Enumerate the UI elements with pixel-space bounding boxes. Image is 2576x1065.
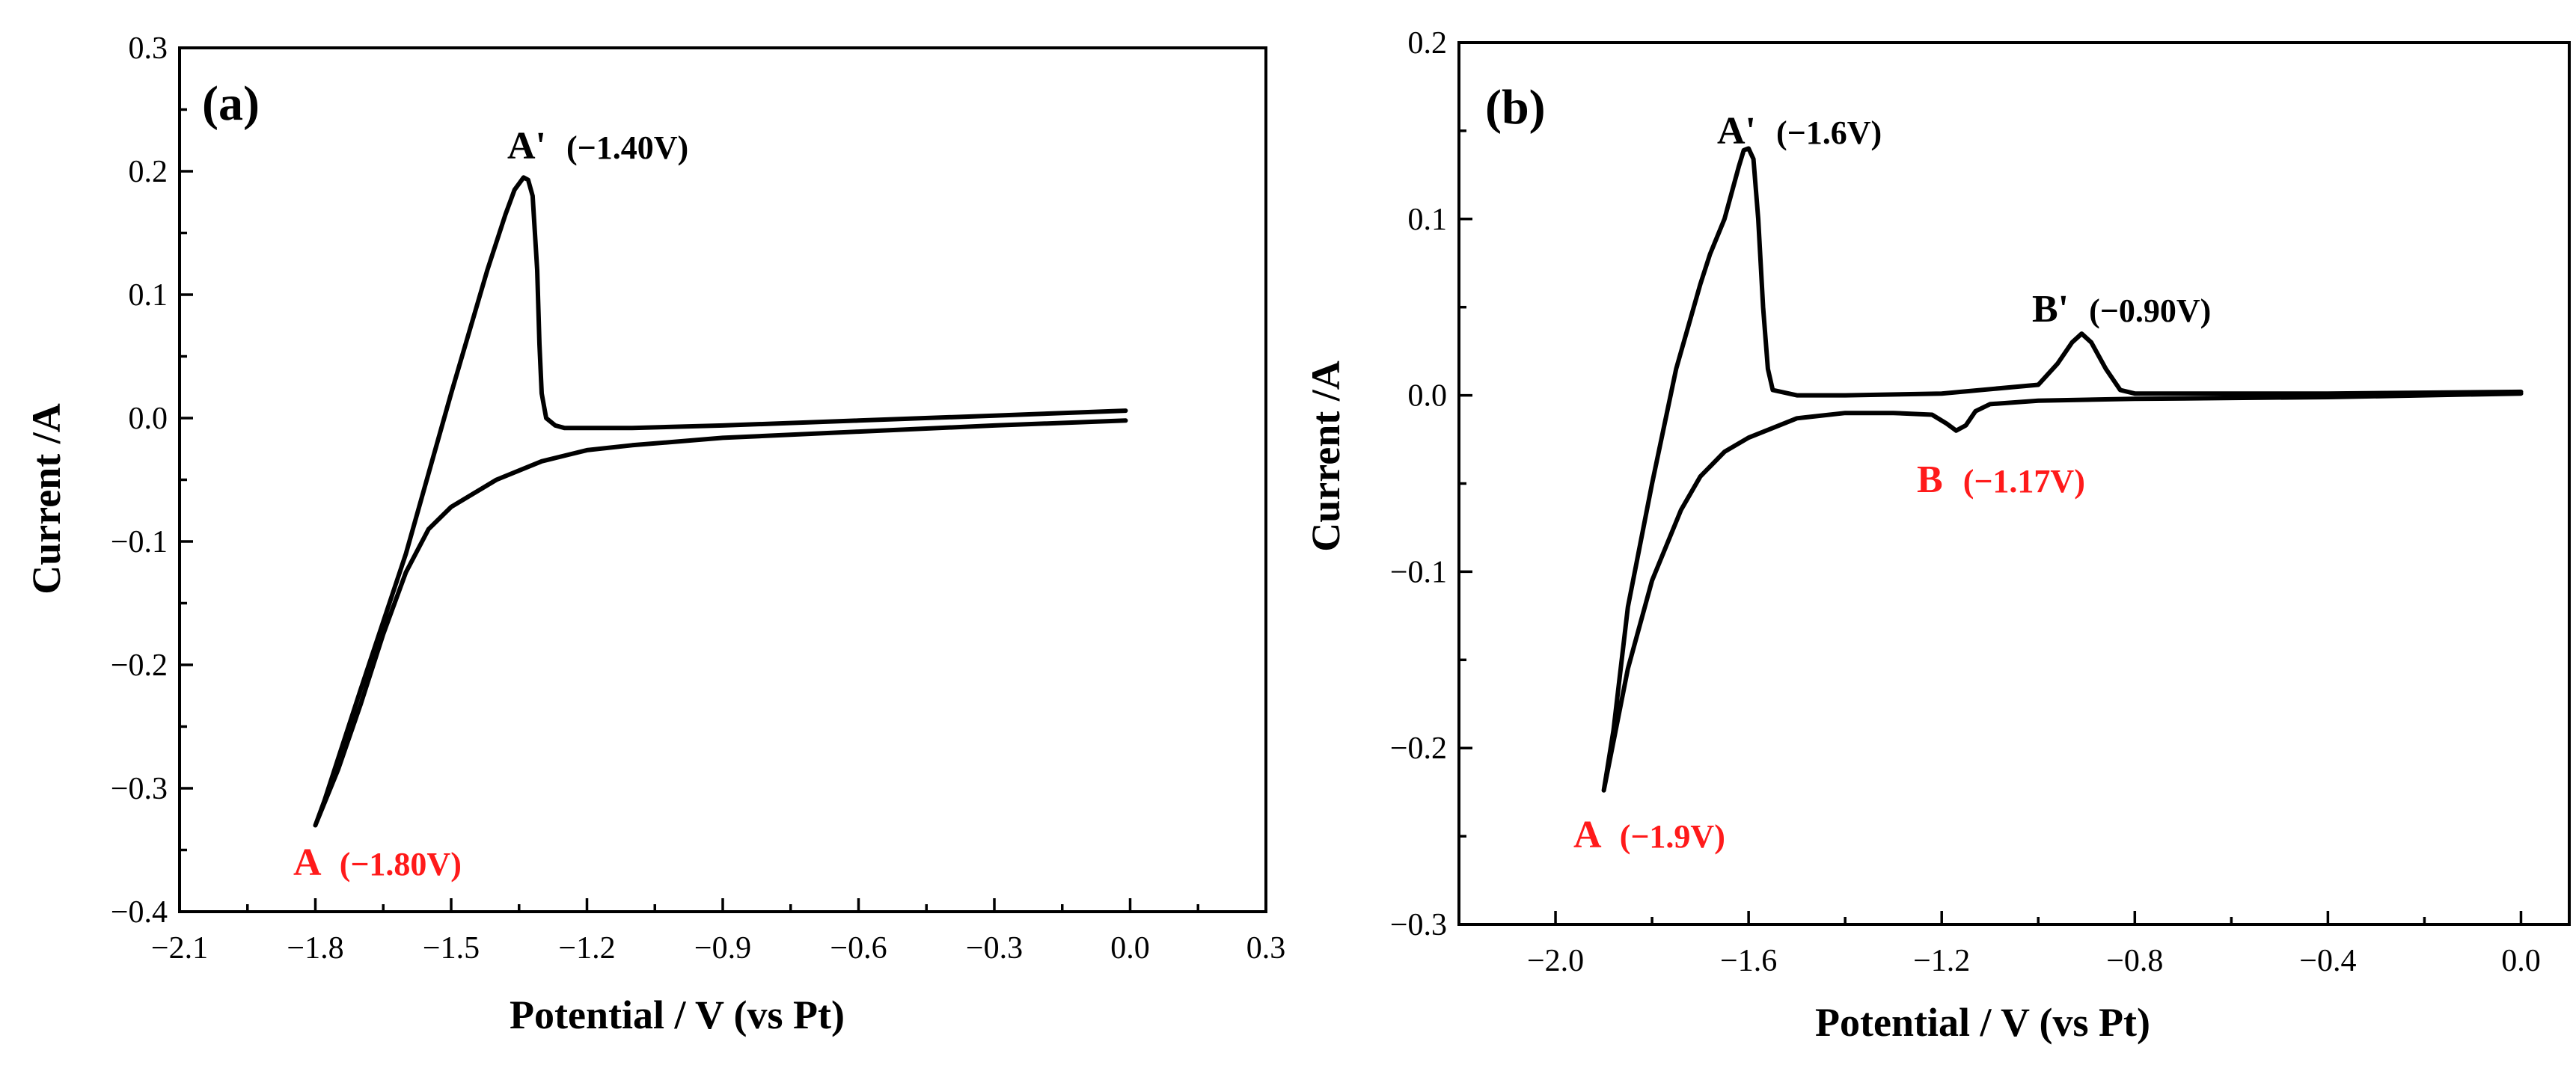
panel-a-y-tick-label: −0.4 bbox=[111, 895, 168, 930]
panel-b-peak-b-label: B bbox=[1917, 458, 1943, 501]
panel-a-x-tick-label: −1.5 bbox=[423, 931, 480, 966]
panel-b-x-tick-label: −2.0 bbox=[1527, 944, 1584, 978]
panel-b-x-tick-label: −0.4 bbox=[2299, 944, 2356, 978]
panel-a-x-tick-label: −0.9 bbox=[694, 931, 751, 966]
panel-a-plot-frame bbox=[178, 46, 1267, 913]
panel-b-y-tick-label: −0.1 bbox=[1390, 555, 1447, 589]
panel-b-x-ticks: −2.0 −1.6 −1.2 −0.8 −0.4 0.0 bbox=[1457, 911, 2541, 978]
panel-a-x-tick-label: 0.0 bbox=[1110, 931, 1150, 966]
panel-b-peak-b-prime: B' (−0.90V) bbox=[2032, 288, 2211, 331]
panel-b-peak-a: A (−1.9V) bbox=[1573, 814, 1725, 856]
panel-a-peak-a-prime-value: (−1.40V) bbox=[566, 129, 688, 166]
panel-b-peak-b: B (−1.17V) bbox=[1917, 458, 2085, 501]
panel-b-y-tick-label: 0.1 bbox=[1408, 203, 1448, 237]
panel-a-y-tick-label: 0.1 bbox=[129, 278, 168, 313]
panel-b-y-tick-label: −0.2 bbox=[1390, 731, 1447, 766]
panel-a-y-ticks: 0.3 0.2 0.1 0.0 −0.1 −0.2 −0.3 −0.4 bbox=[111, 31, 193, 930]
panel-a-x-tick-label: −0.6 bbox=[830, 931, 887, 966]
panel-b-peak-b-prime-value: (−0.90V) bbox=[2089, 292, 2211, 329]
panel-b-y-ticks: 0.2 0.1 0.0 −0.1 −0.2 −0.3 bbox=[1390, 26, 1472, 942]
panel-b-peak-a-label: A bbox=[1573, 814, 1602, 856]
panel-a: 0.3 0.2 0.1 0.0 −0.1 −0.2 −0.3 −0.4 −2.1 −1.8 −1.… bbox=[24, 31, 1285, 1037]
panel-b-label: (b) bbox=[1485, 80, 1546, 135]
panel-b: 0.2 0.1 0.0 −0.1 −0.2 −0.3 −2.0 −1.6 −1.2 −0.8 −0… bbox=[1303, 26, 2571, 1045]
panel-a-peak-a-prime-label: A' bbox=[507, 125, 546, 168]
panel-a-x-ticks: −2.1 −1.8 −1.5 −1.2 −0.9 −0.6 −0.3 0.0 0.3 bbox=[151, 898, 1285, 966]
panel-b-x-tick-label: −0.8 bbox=[2106, 944, 2163, 978]
panel-b-cv-curve bbox=[1601, 146, 2524, 793]
panel-a-x-tick-label: 0.3 bbox=[1246, 931, 1286, 966]
panel-b-peak-a-value: (−1.9V) bbox=[1620, 818, 1725, 855]
panel-a-label: (a) bbox=[202, 76, 260, 131]
panel-a-peak-a-prime: A' (−1.40V) bbox=[507, 125, 688, 168]
panel-a-cv-curve bbox=[313, 175, 1128, 828]
panel-b-y-tick-label: 0.2 bbox=[1408, 26, 1448, 61]
panel-a-y-tick-label: −0.2 bbox=[111, 648, 168, 683]
panel-b-x-axis-title: Potential / V (vs Pt) bbox=[1815, 1000, 2150, 1045]
panel-a-peak-a-value: (−1.80V) bbox=[340, 846, 462, 883]
panel-b-x-tick-label: 0.0 bbox=[2501, 944, 2541, 978]
panel-a-y-tick-label: 0.0 bbox=[129, 402, 168, 436]
panel-b-peak-b-prime-label: B' bbox=[2032, 288, 2069, 331]
panel-b-y-tick-label: 0.0 bbox=[1408, 379, 1448, 414]
panel-a-x-tick-label: −0.3 bbox=[966, 931, 1023, 966]
panel-b-peak-b-value: (−1.17V) bbox=[1963, 463, 2085, 500]
panel-b-peak-a-prime: A' (−1.6V) bbox=[1717, 110, 1882, 153]
panel-b-y-tick-label: −0.3 bbox=[1390, 908, 1447, 942]
panel-b-plot-frame bbox=[1457, 41, 2571, 926]
panel-a-y-tick-label: −0.3 bbox=[111, 772, 168, 806]
panel-a-x-axis-title: Potential / V (vs Pt) bbox=[510, 992, 845, 1037]
panel-a-y-tick-label: −0.1 bbox=[111, 525, 168, 559]
panel-a-peak-a-label: A bbox=[293, 841, 322, 884]
panel-a-y-tick-label: 0.2 bbox=[129, 155, 168, 189]
panel-a-x-tick-label: −1.2 bbox=[558, 931, 615, 966]
panel-a-x-tick-label: −1.8 bbox=[287, 931, 343, 966]
panel-b-y-axis-title: Current /A bbox=[1303, 360, 1348, 551]
panel-b-x-tick-label: −1.2 bbox=[1913, 944, 1970, 978]
panel-a-y-tick-label: 0.3 bbox=[129, 31, 168, 66]
panel-a-y-axis-title: Current /A bbox=[24, 403, 69, 594]
panel-b-peak-a-prime-value: (−1.6V) bbox=[1776, 114, 1882, 151]
panel-b-x-tick-label: −1.6 bbox=[1720, 944, 1777, 978]
panel-a-x-tick-label: −2.1 bbox=[151, 931, 208, 966]
panel-a-peak-a: A (−1.80V) bbox=[293, 841, 462, 884]
panel-b-peak-a-prime-label: A' bbox=[1717, 110, 1756, 153]
